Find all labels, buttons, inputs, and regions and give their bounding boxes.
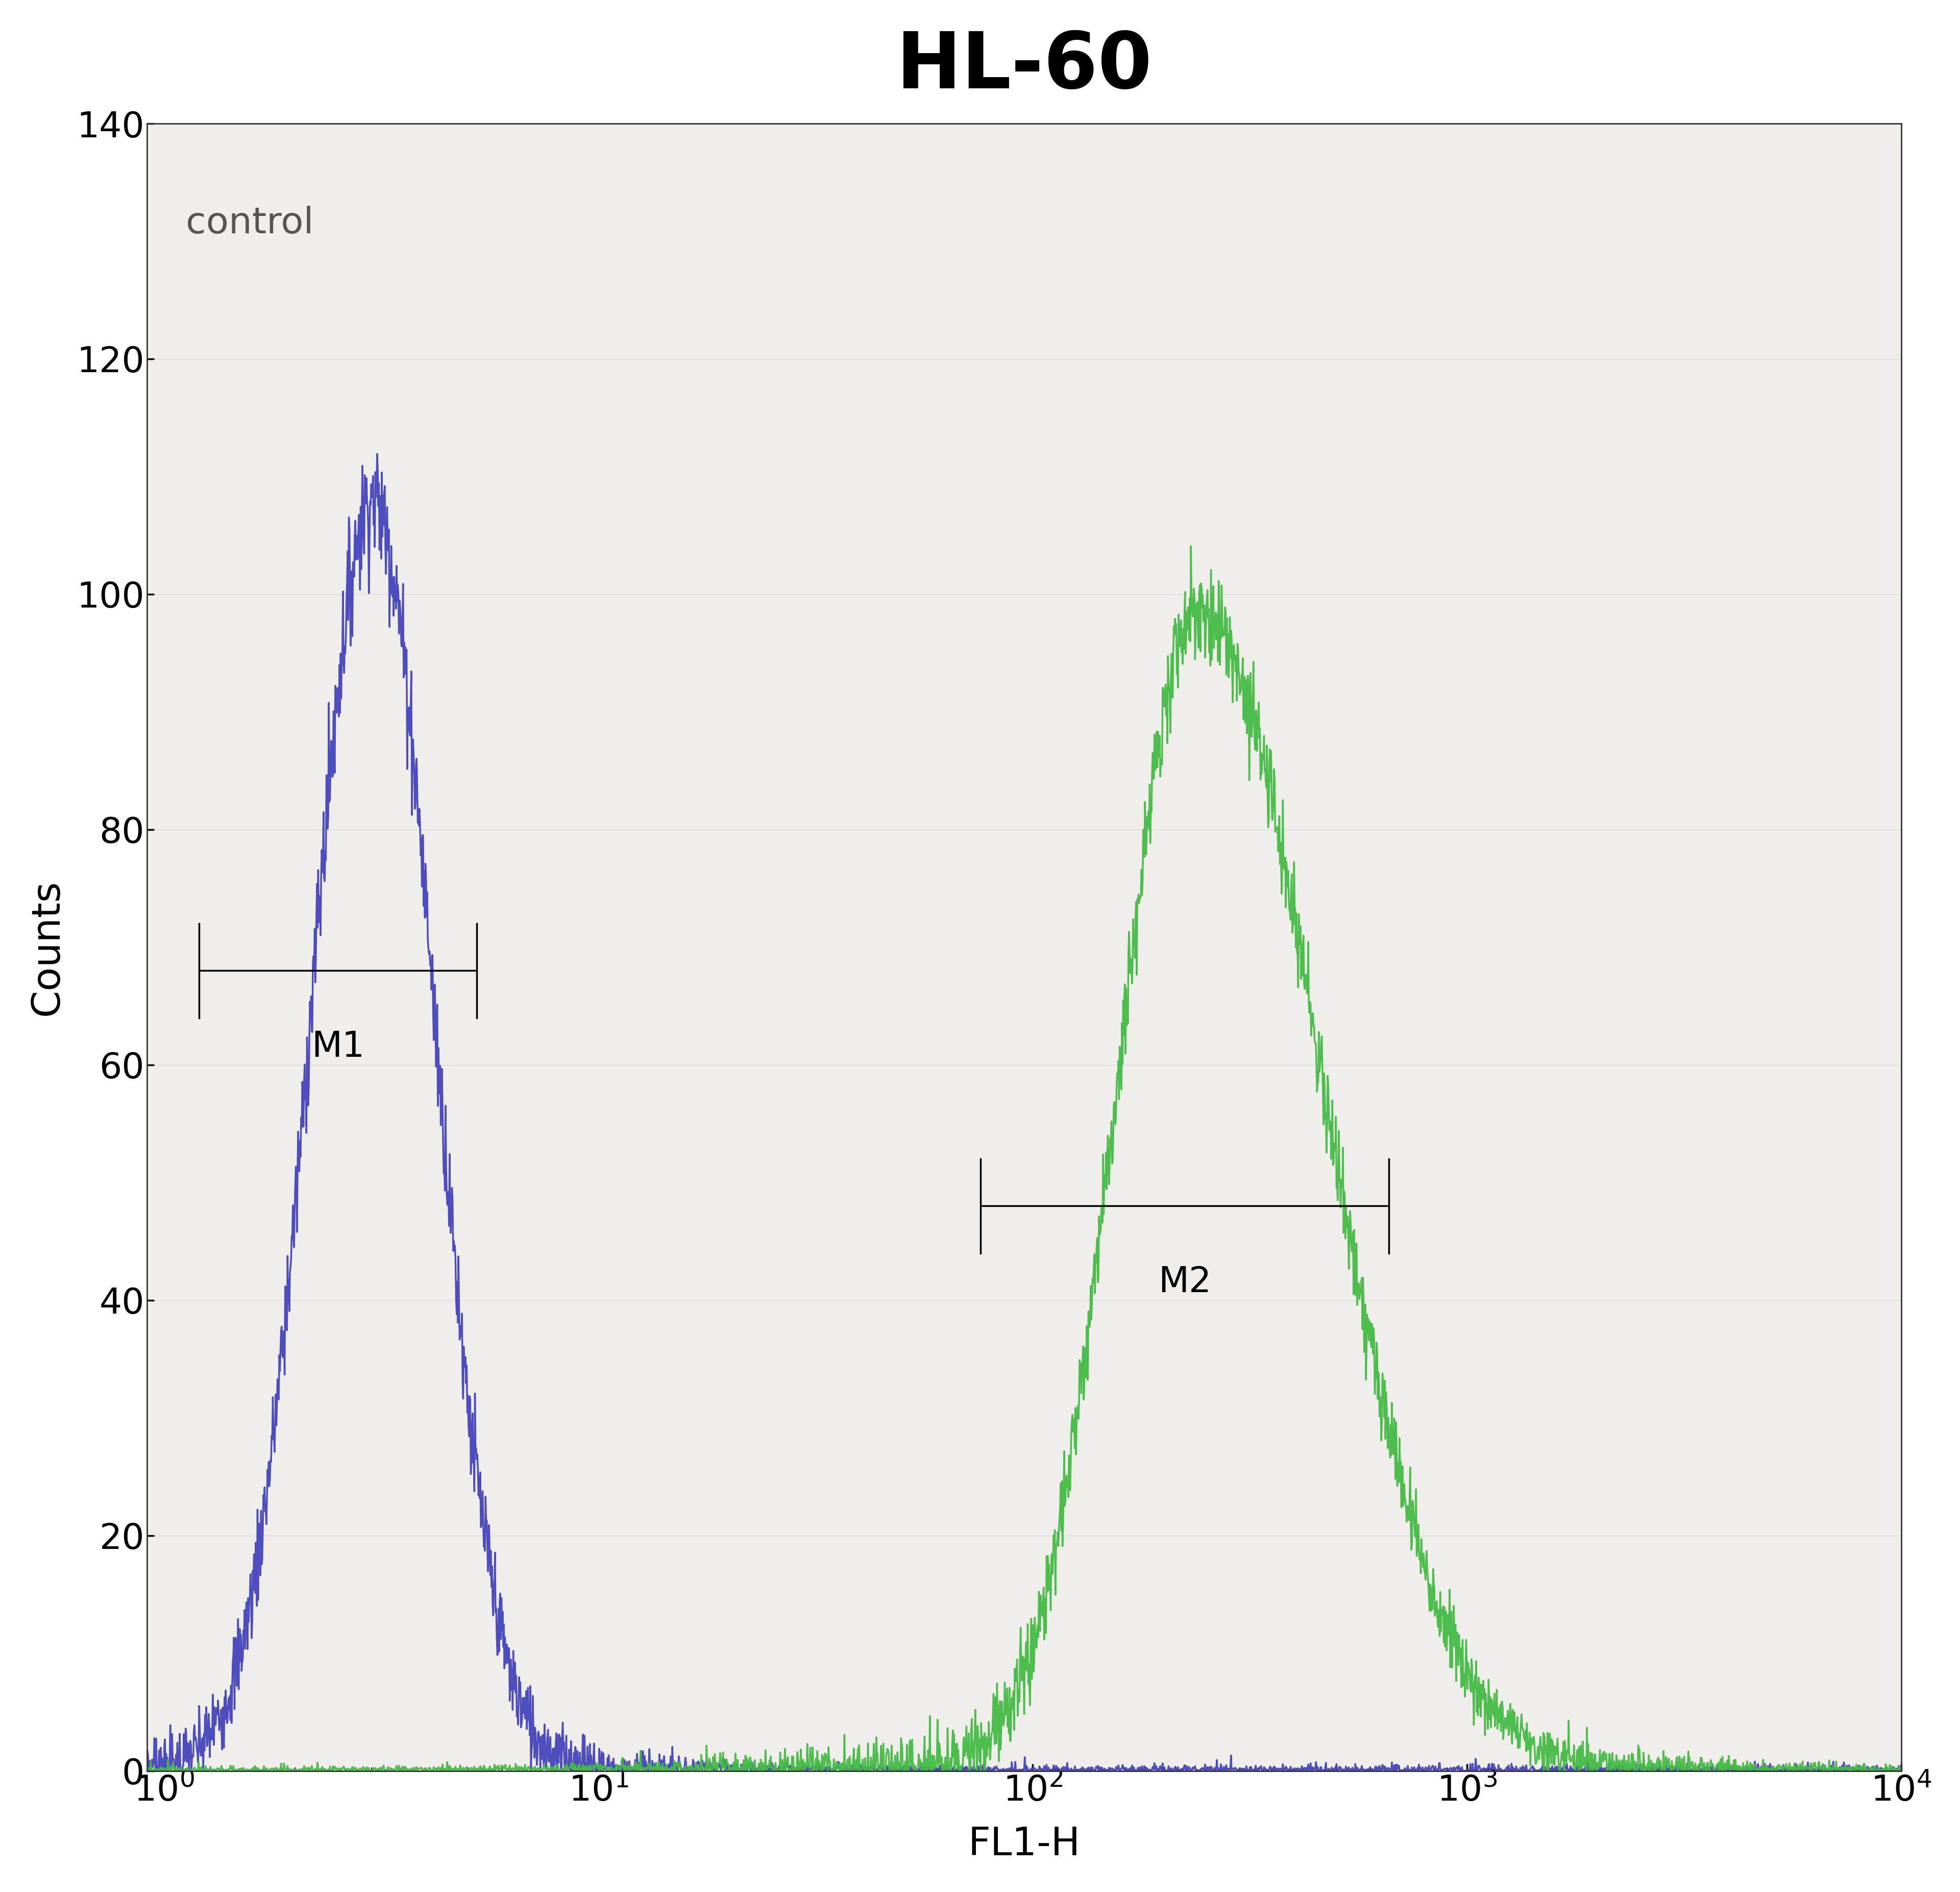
Text: M1: M1 (312, 1029, 365, 1063)
Y-axis label: Counts: Counts (27, 880, 67, 1016)
Title: HL-60: HL-60 (896, 28, 1152, 104)
Text: M2: M2 (1158, 1266, 1211, 1300)
Text: control: control (186, 206, 314, 240)
X-axis label: FL1-H: FL1-H (968, 1826, 1080, 1864)
